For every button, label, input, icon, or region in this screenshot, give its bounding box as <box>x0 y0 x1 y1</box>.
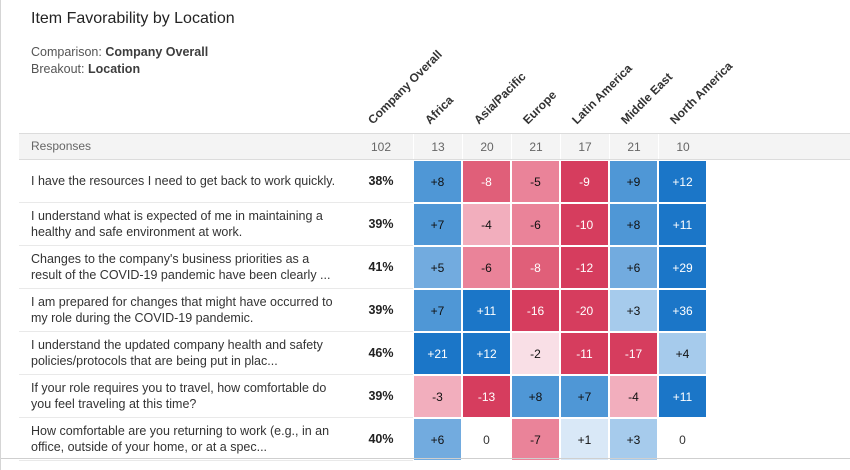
heat-cell[interactable]: -13 <box>462 375 511 418</box>
column-header: North America <box>666 58 735 127</box>
heat-cell[interactable]: +9 <box>609 160 658 203</box>
heat-cell[interactable]: +3 <box>609 289 658 332</box>
heat-cell[interactable]: +21 <box>413 332 462 375</box>
heat-cell[interactable]: +3 <box>609 418 658 461</box>
table-row: I have the resources I need to get back … <box>19 160 850 203</box>
heat-cell[interactable]: +8 <box>413 160 462 203</box>
heat-cell[interactable]: -9 <box>560 160 609 203</box>
heat-cell[interactable]: -7 <box>511 418 560 461</box>
widget-header: Item Favorability by Location Comparison… <box>1 0 850 133</box>
heat-cell[interactable]: -2 <box>511 332 560 375</box>
column-header: Africa <box>421 93 456 127</box>
heat-cell[interactable]: +8 <box>511 375 560 418</box>
heat-cell[interactable]: -17 <box>609 332 658 375</box>
heat-cell[interactable]: +7 <box>413 203 462 246</box>
overall-favorability: 39% <box>349 203 413 246</box>
table-row: If your role requires you to travel, how… <box>19 375 850 418</box>
table-row: I understand what is expected of me in m… <box>19 203 850 246</box>
heat-cell[interactable]: -10 <box>560 203 609 246</box>
heat-cell[interactable]: +6 <box>609 246 658 289</box>
heat-cell[interactable]: -5 <box>511 160 560 203</box>
breakout-line: Breakout: Location <box>31 61 208 78</box>
heat-cell[interactable]: -3 <box>413 375 462 418</box>
heat-cell[interactable]: +7 <box>413 289 462 332</box>
question-text: I understand what is expected of me in m… <box>19 203 349 246</box>
comparison-line: Comparison: Company Overall <box>31 44 208 61</box>
responses-label: Responses <box>31 138 92 153</box>
question-text: Changes to the company's business priori… <box>19 246 349 289</box>
responses-count: 21 <box>609 134 658 159</box>
heat-cell[interactable]: +11 <box>658 203 707 246</box>
responses-count: 10 <box>658 134 707 159</box>
column-header: Asia/Pacific <box>470 69 529 127</box>
comparison-label: Comparison: <box>31 45 102 59</box>
bottom-divider <box>1 458 850 459</box>
widget-title: Item Favorability by Location <box>31 10 235 27</box>
overall-favorability: 41% <box>349 246 413 289</box>
heat-cell[interactable]: 0 <box>462 418 511 461</box>
table-row: Changes to the company's business priori… <box>19 246 850 289</box>
heat-cell[interactable]: -6 <box>462 246 511 289</box>
heat-cell[interactable]: -8 <box>462 160 511 203</box>
breakout-label: Breakout: <box>31 62 85 76</box>
table-row: I understand the updated company health … <box>19 332 850 375</box>
heat-cell[interactable]: +1 <box>560 418 609 461</box>
overall-favorability: 39% <box>349 289 413 332</box>
heat-cell[interactable]: -16 <box>511 289 560 332</box>
overall-favorability: 38% <box>349 160 413 203</box>
heat-cell[interactable]: +29 <box>658 246 707 289</box>
heat-cell[interactable]: +8 <box>609 203 658 246</box>
comparison-value: Company Overall <box>105 45 209 59</box>
responses-count: 20 <box>462 134 511 159</box>
question-text: If your role requires you to travel, how… <box>19 375 349 418</box>
table-row: I am prepared for changes that might hav… <box>19 289 850 332</box>
overall-favorability: 46% <box>349 332 413 375</box>
responses-overall-count: 102 <box>370 139 392 154</box>
heat-cell[interactable]: -20 <box>560 289 609 332</box>
heat-cell[interactable]: +6 <box>413 418 462 461</box>
overall-favorability: 40% <box>349 418 413 461</box>
heat-cell[interactable]: +4 <box>658 332 707 375</box>
heat-cell[interactable]: -8 <box>511 246 560 289</box>
question-text: I have the resources I need to get back … <box>19 160 349 203</box>
responses-count: 13 <box>413 134 462 159</box>
heat-cell[interactable]: 0 <box>658 418 707 461</box>
question-text: How comfortable are you returning to wor… <box>19 418 349 461</box>
heat-cell[interactable]: +7 <box>560 375 609 418</box>
heat-cell[interactable]: +11 <box>462 289 511 332</box>
heat-cell[interactable]: -4 <box>609 375 658 418</box>
heat-cell[interactable]: -12 <box>560 246 609 289</box>
breakout-value: Location <box>88 62 141 76</box>
heat-cell[interactable]: -11 <box>560 332 609 375</box>
responses-row: Responses 102 13 20 21 17 21 10 <box>19 133 850 160</box>
heat-cell[interactable]: +11 <box>658 375 707 418</box>
overall-favorability: 39% <box>349 375 413 418</box>
widget-meta: Comparison: Company Overall Breakout: Lo… <box>31 44 208 78</box>
heat-cell[interactable]: +36 <box>658 289 707 332</box>
heatmap-body: I have the resources I need to get back … <box>1 160 850 461</box>
heat-cell[interactable]: -6 <box>511 203 560 246</box>
table-row: How comfortable are you returning to wor… <box>19 418 850 461</box>
heat-cell[interactable]: +12 <box>658 160 707 203</box>
heat-cell[interactable]: +5 <box>413 246 462 289</box>
column-header: Europe <box>519 87 559 127</box>
responses-count: 21 <box>511 134 560 159</box>
heat-cell[interactable]: -4 <box>462 203 511 246</box>
heat-cell[interactable]: +12 <box>462 332 511 375</box>
question-text: I am prepared for changes that might hav… <box>19 289 349 332</box>
question-text: I understand the updated company health … <box>19 332 349 375</box>
responses-count: 17 <box>560 134 609 159</box>
